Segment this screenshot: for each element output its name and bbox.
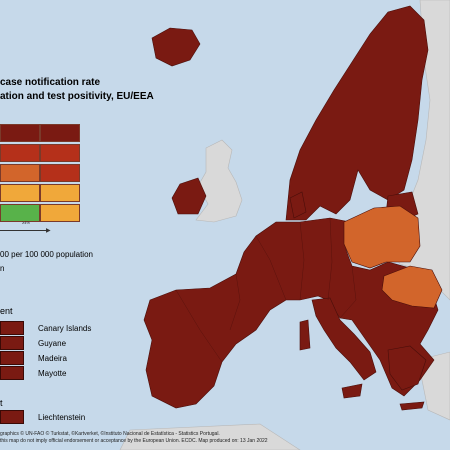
legend-cell bbox=[0, 184, 40, 202]
map-title: case notification rate ation and test po… bbox=[0, 76, 154, 104]
legend-cell bbox=[0, 124, 40, 142]
region-swatch bbox=[0, 410, 24, 424]
legend-axis-caption: 00 per 100 000 population bbox=[0, 250, 93, 259]
legend-axis-line bbox=[0, 230, 48, 231]
romania bbox=[381, 265, 443, 309]
sardinia bbox=[299, 319, 311, 351]
outermost-region-row: Mayotte bbox=[0, 366, 66, 380]
iceland bbox=[151, 27, 201, 67]
eu-orange bbox=[343, 205, 443, 309]
region-label: Madeira bbox=[38, 353, 67, 363]
legend-cell bbox=[40, 164, 80, 182]
region-label: Liechtenstein bbox=[38, 412, 86, 422]
legend-cell bbox=[40, 124, 80, 142]
outermost-region-row: Madeira bbox=[0, 351, 67, 365]
sicily bbox=[341, 383, 363, 399]
footer-line-1: graphics © UN-FAO © Turkstat, ©Kartverke… bbox=[0, 431, 220, 437]
region-swatch bbox=[0, 321, 24, 335]
legend-cell bbox=[0, 204, 40, 222]
legend-cell bbox=[0, 144, 40, 162]
greece bbox=[387, 345, 427, 391]
other-countries-heading: t bbox=[0, 398, 3, 408]
region-swatch bbox=[0, 336, 24, 350]
other-country-row: Liechtenstein bbox=[0, 410, 85, 424]
legend-cell bbox=[40, 144, 80, 162]
region-label: Guyane bbox=[38, 338, 67, 348]
outermost-region-row: Canary Islands bbox=[0, 321, 91, 335]
legend-axis-caption-short: n bbox=[0, 264, 5, 273]
outermost-regions-heading: ent bbox=[0, 306, 13, 316]
region-swatch bbox=[0, 366, 24, 380]
region-borders bbox=[175, 217, 357, 363]
legend-cell bbox=[0, 164, 40, 182]
legend-cell bbox=[40, 204, 80, 222]
uk-landmass bbox=[195, 139, 243, 223]
region-label: Mayotte bbox=[38, 368, 67, 378]
ireland bbox=[171, 177, 207, 215]
title-line-1: case notification rate bbox=[0, 77, 101, 88]
footer-line-2: this map do not imply official endorseme… bbox=[0, 438, 268, 444]
map-footer: graphics © UN-FAO © Turkstat, ©Kartverke… bbox=[0, 431, 450, 445]
italy bbox=[311, 297, 377, 381]
legend-axis-arrow: ▶ bbox=[46, 228, 51, 234]
denmark bbox=[289, 191, 307, 219]
region-label: Canary Islands bbox=[38, 323, 92, 333]
north-africa bbox=[119, 423, 301, 450]
scandinavia bbox=[285, 5, 429, 221]
legend-axis-tick: ≥4% bbox=[22, 220, 30, 225]
title-line-2: ation and test positivity, EU/EEA bbox=[0, 91, 154, 102]
legend-cell bbox=[40, 184, 80, 202]
crete bbox=[399, 401, 425, 411]
poland bbox=[343, 205, 421, 269]
region-swatch bbox=[0, 351, 24, 365]
outermost-region-row: Guyane bbox=[0, 336, 66, 350]
